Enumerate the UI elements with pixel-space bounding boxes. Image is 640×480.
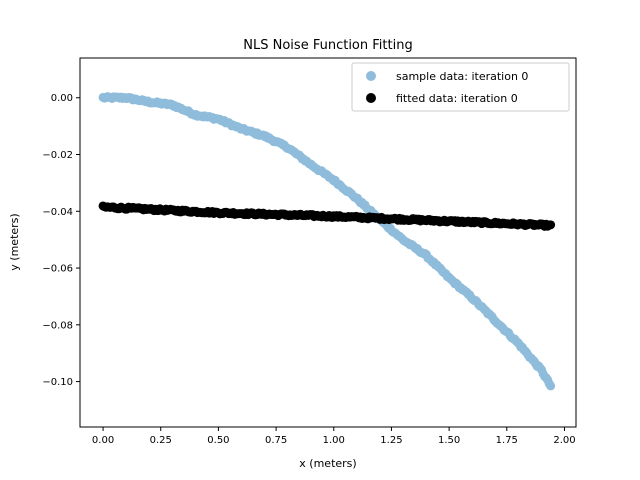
y-tick-label: 0.00 [51, 93, 73, 104]
x-tick-label: 1.75 [496, 435, 518, 446]
legend: sample data: iteration 0 fitted data: it… [351, 62, 570, 112]
legend-frame [351, 62, 570, 112]
y-tick-label: −0.04 [42, 207, 73, 218]
legend-label-sample: sample data: iteration 0 [396, 70, 528, 83]
series-layer [98, 92, 556, 391]
x-tick-label: 0.50 [207, 435, 229, 446]
plot-background [80, 58, 576, 427]
y-tick-label: −0.06 [42, 264, 73, 275]
legend-marker-sample [366, 71, 376, 81]
y-tick-label: −0.08 [42, 320, 73, 331]
x-tick-label: 0.25 [150, 435, 172, 446]
plot-frame [79, 57, 577, 428]
x-axis: 0.00 0.25 0.50 0.75 1.00 1.25 1.50 1.75 2.00 [92, 427, 576, 446]
x-tick-label: 1.25 [380, 435, 402, 446]
sample-point [546, 381, 556, 391]
y-tick-label: −0.02 [42, 150, 73, 161]
y-tick-label: −0.10 [42, 377, 73, 388]
plot-area [79, 57, 577, 428]
x-tick-label: 2.00 [553, 435, 575, 446]
x-tick-label: 1.50 [438, 435, 460, 446]
fitted-series [98, 201, 556, 231]
y-axis: 0.00 −0.02 −0.04 −0.06 −0.08 −0.10 [42, 93, 80, 388]
y-axis-label: y (meters) [8, 213, 21, 270]
x-tick-label: 0.75 [265, 435, 287, 446]
x-tick-label: 1.00 [323, 435, 345, 446]
legend-label-fitted: fitted data: iteration 0 [396, 92, 518, 105]
chart-title: NLS Noise Function Fitting [243, 38, 412, 53]
legend-marker-fitted [366, 93, 376, 103]
x-tick-label: 0.00 [92, 435, 114, 446]
fitted-point [546, 220, 556, 230]
x-axis-label: x (meters) [299, 457, 356, 470]
sample-series [98, 92, 556, 391]
